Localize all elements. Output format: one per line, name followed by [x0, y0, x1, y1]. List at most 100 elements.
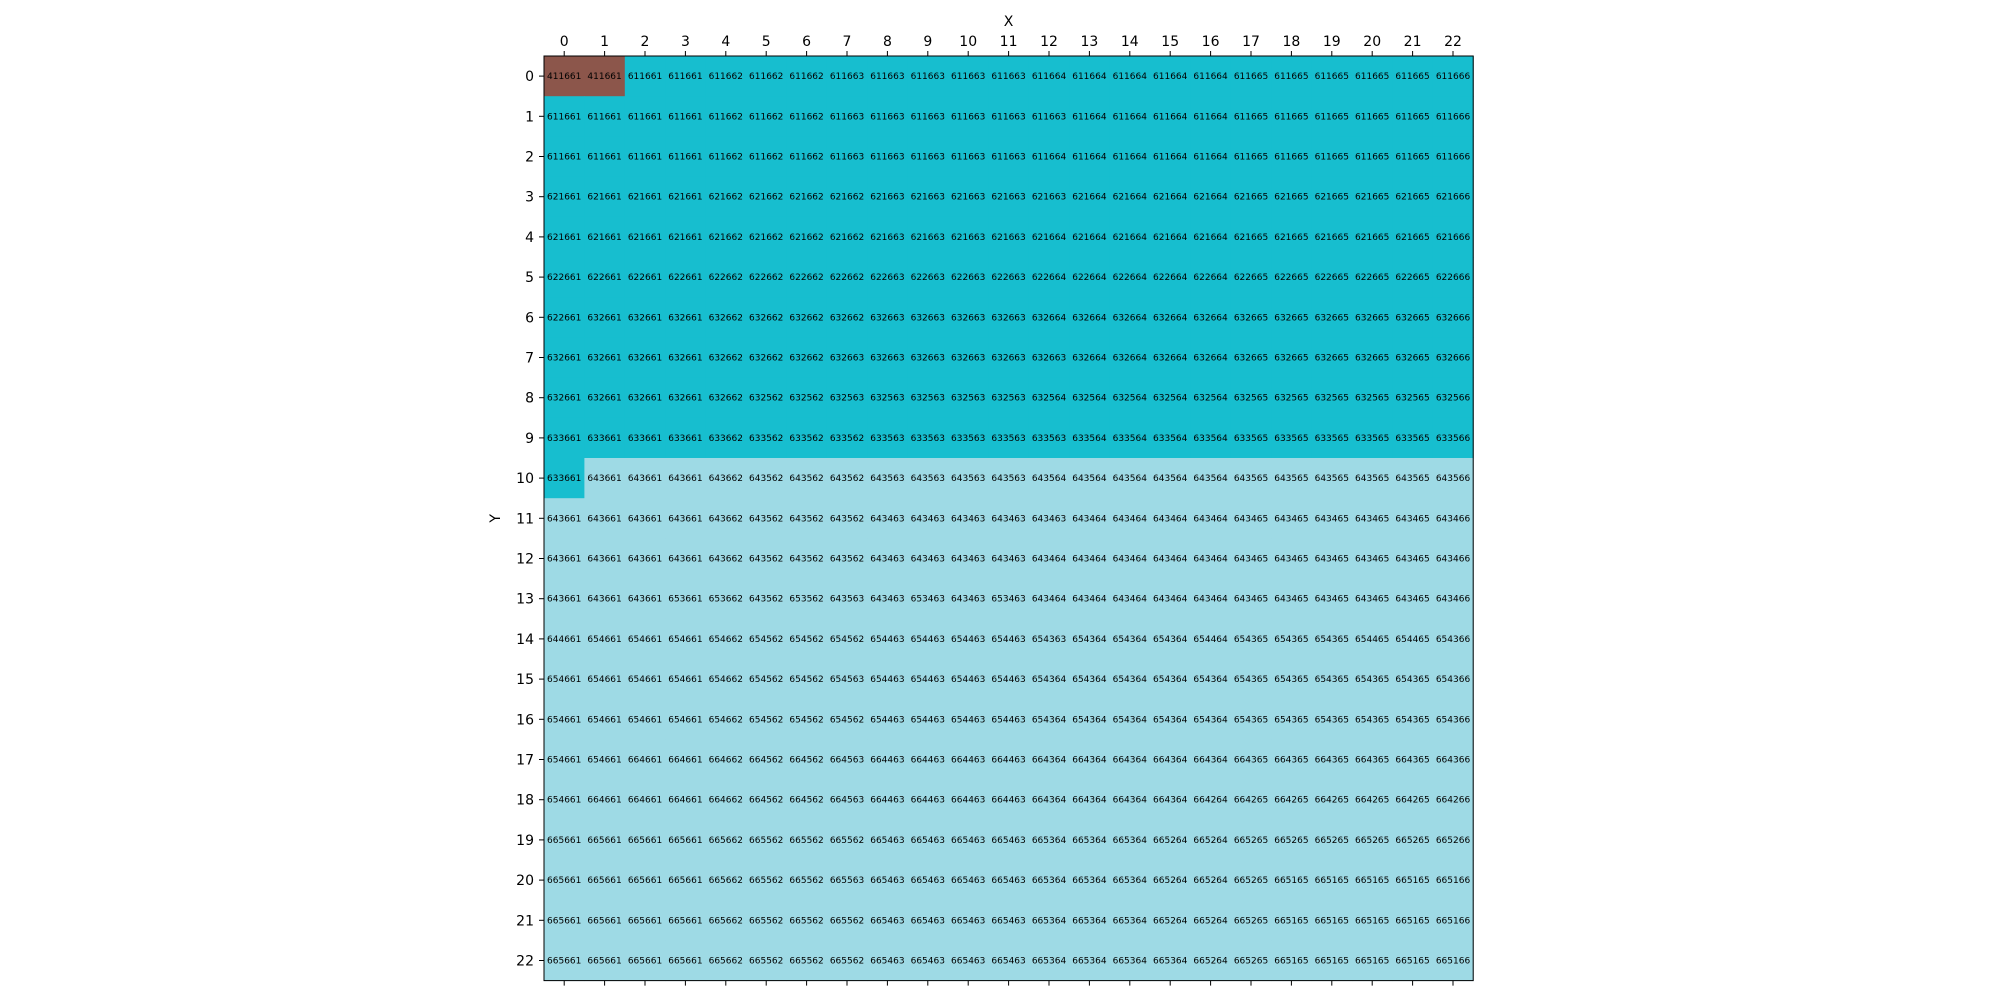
heatmap-cell — [665, 96, 707, 137]
heatmap-cell-value: 643564 — [1193, 474, 1228, 484]
heatmap-cell — [1271, 860, 1313, 901]
heatmap-cell — [988, 257, 1030, 298]
heatmap-cell-value: 654661 — [547, 715, 581, 725]
heatmap-cell-value: 665562 — [789, 957, 823, 967]
heatmap-cell — [1432, 377, 1474, 419]
heatmap-cell — [1028, 56, 1070, 97]
heatmap-cell-value: 632665 — [1274, 354, 1308, 364]
heatmap-cell — [1069, 618, 1111, 660]
heatmap-cell-value: 611664 — [1153, 72, 1188, 82]
heatmap-cell — [1069, 699, 1111, 740]
heatmap-cell-value: 664463 — [870, 756, 904, 766]
heatmap-cell-value: 621663 — [991, 193, 1025, 203]
heatmap-cell-value: 643662 — [709, 555, 743, 565]
heatmap-cell — [1432, 860, 1474, 901]
heatmap-cell — [867, 618, 909, 660]
heatmap-cell — [826, 458, 868, 499]
heatmap-cell — [624, 417, 666, 459]
y-tick-label: 10 — [516, 471, 534, 487]
heatmap-cell — [544, 860, 585, 901]
heatmap-cell-value: 654463 — [911, 715, 945, 725]
heatmap-cell-value: 632565 — [1355, 394, 1389, 404]
heatmap-cell — [1432, 417, 1474, 459]
heatmap-cell-value: 622664 — [1032, 273, 1067, 283]
x-tick-label: 9 — [923, 34, 932, 50]
heatmap-cell — [624, 458, 666, 499]
heatmap-cell — [624, 779, 666, 821]
heatmap-cell — [907, 56, 949, 97]
heatmap-cell — [705, 739, 747, 781]
heatmap-cell-value: 611661 — [628, 112, 662, 122]
heatmap-cell — [1432, 659, 1474, 700]
heatmap-cell-value: 665463 — [991, 957, 1025, 967]
heatmap-cell-value: 633564 — [1153, 434, 1188, 444]
heatmap-cell — [1311, 56, 1353, 97]
heatmap-cell-value: 622662 — [749, 273, 783, 283]
heatmap-cell — [1311, 337, 1353, 379]
heatmap-cell — [1190, 618, 1232, 660]
heatmap-cell-value: 621664 — [1153, 193, 1188, 203]
heatmap-cell-value: 665265 — [1355, 836, 1389, 846]
heatmap-cell-value: 611661 — [668, 153, 702, 163]
heatmap-cell-value: 611665 — [1274, 72, 1308, 82]
heatmap-cell — [907, 618, 949, 660]
heatmap-cell — [826, 819, 868, 861]
heatmap-cell — [907, 940, 949, 982]
heatmap-cell-value: 654463 — [911, 635, 945, 645]
heatmap-cell — [746, 297, 787, 338]
heatmap-cell — [665, 257, 707, 298]
heatmap-cell-value: 665662 — [709, 836, 743, 846]
heatmap-cell — [867, 819, 909, 861]
heatmap-cell-value: 643464 — [1153, 514, 1188, 524]
heatmap-cell — [988, 578, 1030, 620]
heatmap-cell — [1432, 699, 1474, 740]
heatmap-cell-value: 654562 — [749, 715, 783, 725]
heatmap-cell-value: 611661 — [587, 112, 621, 122]
heatmap-cell-value: 664463 — [911, 756, 945, 766]
heatmap-cell-value: 665463 — [911, 876, 945, 886]
heatmap-cell — [1109, 136, 1151, 178]
x-axis-label: X — [1004, 14, 1014, 30]
heatmap-cell-value: 621662 — [749, 193, 783, 203]
heatmap-cell — [1069, 458, 1111, 499]
heatmap-cell-value: 654662 — [709, 715, 743, 725]
heatmap-cell-value: 665562 — [789, 916, 823, 926]
heatmap-cell — [705, 498, 747, 539]
heatmap-cell — [1028, 900, 1070, 941]
heatmap-cells — [544, 56, 1474, 982]
heatmap-cell-value: 654463 — [991, 635, 1025, 645]
heatmap-cell — [705, 659, 747, 700]
heatmap-cell-value: 665165 — [1315, 916, 1349, 926]
heatmap-cell — [1352, 417, 1393, 459]
heatmap-cell — [1028, 538, 1070, 580]
heatmap-cell-value: 621663 — [870, 193, 904, 203]
heatmap-cell — [1109, 618, 1151, 660]
heatmap-cell — [544, 739, 585, 781]
heatmap-cell-value: 664463 — [870, 796, 904, 806]
heatmap-cell-value: 654364 — [1113, 675, 1148, 685]
heatmap-cell-value: 643661 — [587, 474, 621, 484]
heatmap-cell — [1432, 458, 1474, 499]
heatmap-cell — [826, 96, 868, 137]
heatmap-cell-value: 654662 — [709, 635, 743, 645]
heatmap-cell-value: 654463 — [870, 675, 904, 685]
heatmap-cell — [1190, 96, 1232, 137]
heatmap-cell — [867, 458, 909, 499]
heatmap-cell-value: 665364 — [1072, 876, 1107, 886]
heatmap-cell — [1028, 739, 1070, 781]
heatmap-cell-value: 643463 — [951, 555, 985, 565]
heatmap-cell — [1311, 216, 1353, 258]
y-tick-label: 1 — [525, 109, 534, 125]
heatmap-cell — [907, 216, 949, 258]
heatmap-cell — [867, 538, 909, 580]
heatmap-cell-value: 632664 — [1113, 354, 1148, 364]
heatmap-cell — [1392, 578, 1434, 620]
heatmap-cell-value: 611663 — [870, 153, 904, 163]
heatmap-cell — [705, 417, 747, 459]
heatmap-cell-value: 653463 — [911, 595, 945, 605]
heatmap-cell — [665, 458, 707, 499]
heatmap-cell — [948, 699, 989, 740]
heatmap-cell-value: 611664 — [1193, 72, 1228, 82]
heatmap-cell — [907, 377, 949, 419]
heatmap-cell — [544, 377, 585, 419]
